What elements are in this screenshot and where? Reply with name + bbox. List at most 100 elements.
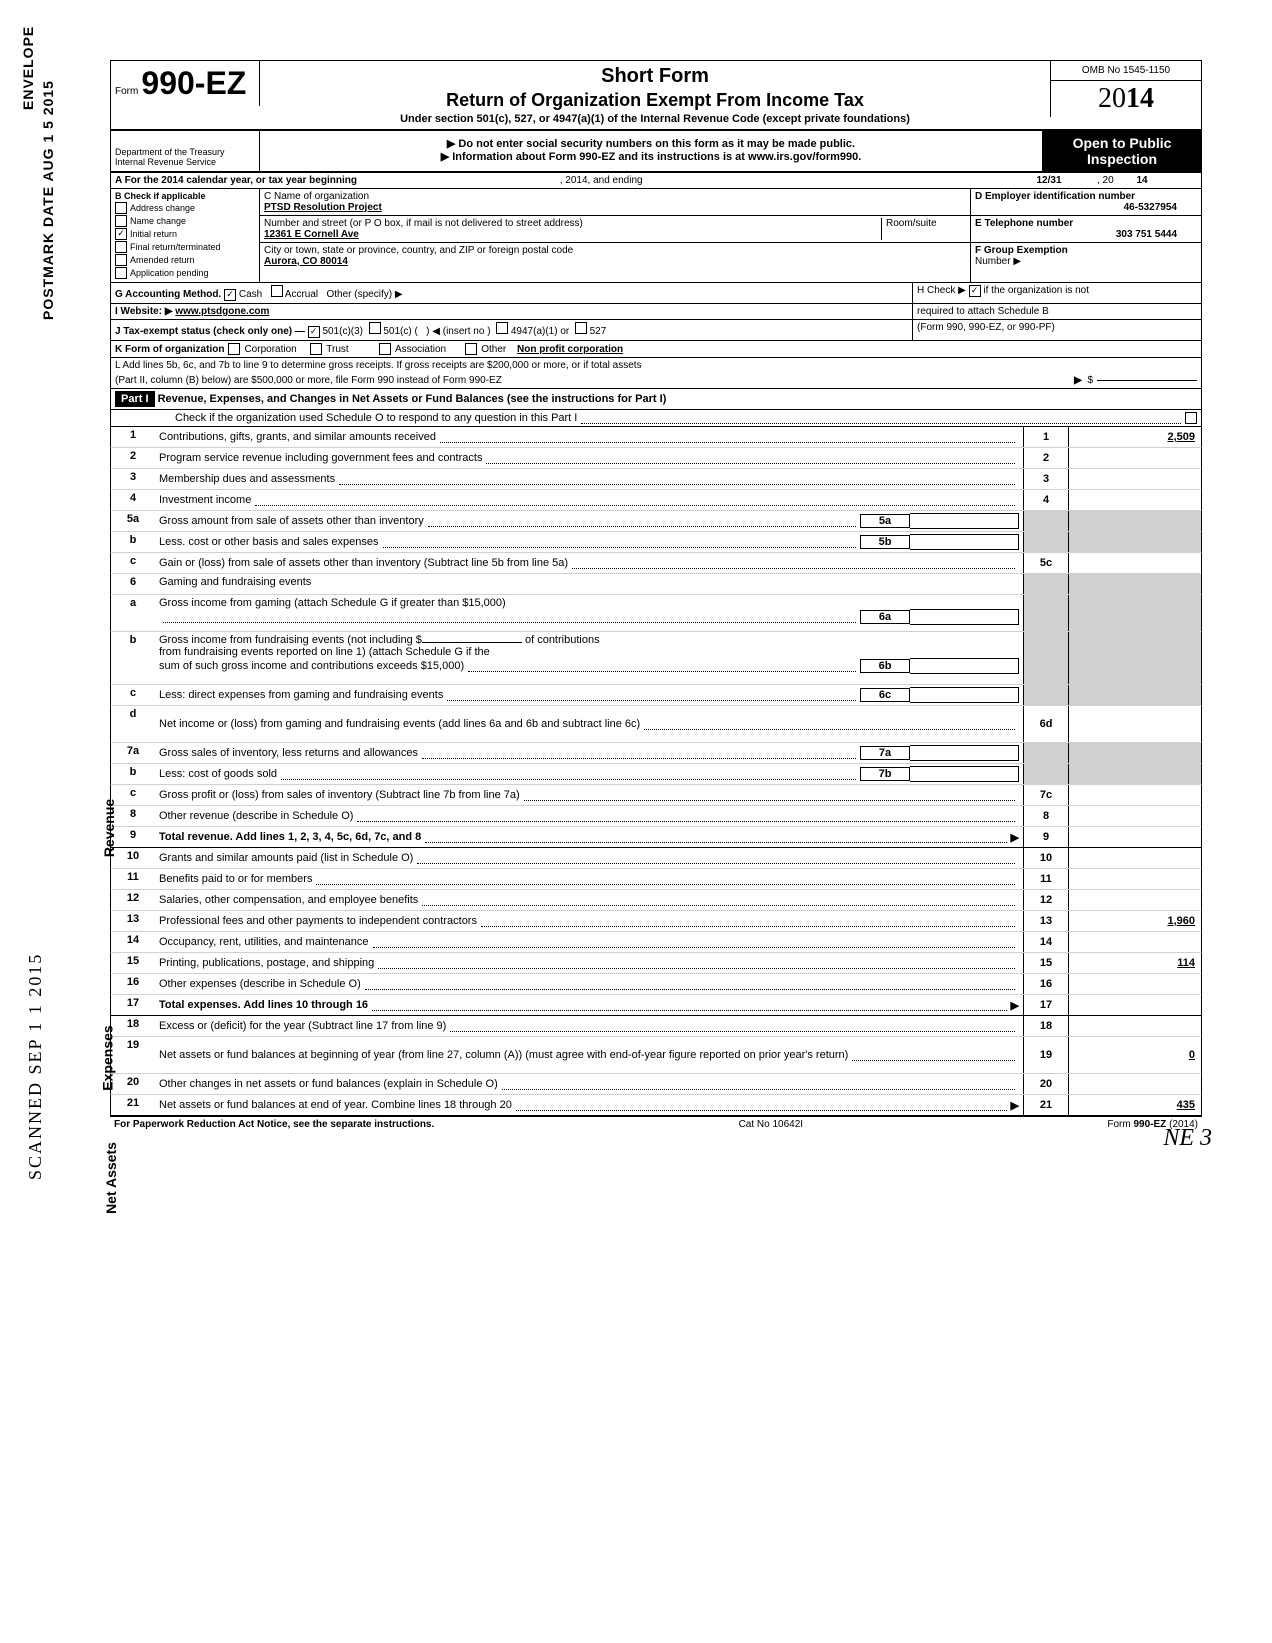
omb-number: OMB No 1545-1150: [1051, 61, 1201, 81]
line-amount: 1,960: [1068, 911, 1201, 931]
line-box-shaded: [1023, 743, 1068, 763]
line-amount-shaded: [1068, 632, 1201, 684]
line-desc: Membership dues and assessments: [155, 469, 1023, 489]
footer-middle: Cat No 10642I: [739, 1119, 804, 1130]
checkbox-icon[interactable]: [310, 343, 322, 355]
line-6a: a Gross income from gaming (attach Sched…: [110, 595, 1202, 632]
cb-name: Name change: [115, 215, 255, 227]
group-label: F Group Exemption: [975, 245, 1197, 256]
6b-line2: from fundraising events reported on line…: [159, 646, 1019, 658]
line-3: 3 Membership dues and assessments 3: [110, 469, 1202, 490]
line-num: 7a: [111, 743, 155, 763]
line-box: 10: [1023, 848, 1068, 868]
year-suffix: 14: [1126, 83, 1154, 114]
checkbox-icon[interactable]: [1185, 412, 1197, 424]
form-header-row2: Department of the Treasury Internal Reve…: [110, 131, 1202, 173]
line-desc: Less: direct expenses from gaming and fu…: [155, 685, 1023, 705]
city-label: City or town, state or province, country…: [264, 245, 966, 256]
k-corp: Corporation: [244, 344, 296, 355]
end-month: 12/31: [1005, 173, 1093, 188]
row-h: H Check ▶ ✓ if the organization is not: [912, 283, 1201, 303]
checkbox-icon[interactable]: [115, 254, 127, 266]
checkbox-icon[interactable]: [496, 322, 508, 334]
checkbox-icon[interactable]: [271, 285, 283, 297]
line-5a: 5a Gross amount from sale of assets othe…: [110, 511, 1202, 532]
checkbox-icon[interactable]: [115, 267, 127, 279]
line-11: 11 Benefits paid to or for members 11: [110, 869, 1202, 890]
org-city-row: City or town, state or province, country…: [260, 243, 970, 269]
i-label: I Website: ▶: [115, 306, 173, 317]
line-7c: c Gross profit or (loss) from sales of i…: [110, 785, 1202, 806]
line-13: 13 Professional fees and other payments …: [110, 911, 1202, 932]
line-amount: [1068, 806, 1201, 826]
dotted-leader: [581, 413, 1181, 424]
line-desc: Occupancy, rent, utilities, and maintena…: [155, 932, 1023, 952]
line-box: 7c: [1023, 785, 1068, 805]
inspection-box: Open to Public Inspection: [1042, 131, 1201, 171]
row-gh: G Accounting Method. ✓ Cash Accrual Othe…: [110, 283, 1202, 304]
tax-year: 2014: [1051, 81, 1201, 117]
h-text: H Check ▶: [917, 285, 966, 296]
checkbox-icon[interactable]: ✓: [308, 326, 320, 338]
cb-label: Initial return: [130, 229, 177, 239]
netassets-label: Net Assets: [103, 1142, 119, 1214]
checkbox-icon[interactable]: [465, 343, 477, 355]
6b-line1: Gross income from fundraising events (no…: [159, 634, 1019, 646]
line-num: b: [111, 764, 155, 784]
checkbox-icon[interactable]: ✓: [224, 289, 236, 301]
sub-amount: [910, 609, 1019, 625]
line-box: 18: [1023, 1016, 1068, 1036]
checkbox-icon[interactable]: ✓: [969, 285, 981, 297]
org-address: 12361 E Cornell Ave: [264, 229, 881, 240]
end-year-prefix: , 20: [1097, 175, 1114, 186]
line-8: 8 Other revenue (describe in Schedule O)…: [110, 806, 1202, 827]
line-6d: d Net income or (loss) from gaming and f…: [110, 706, 1202, 743]
line-box: 13: [1023, 911, 1068, 931]
checkbox-icon[interactable]: [228, 343, 240, 355]
checkbox-icon[interactable]: [575, 322, 587, 334]
l-text2: (Part II, column (B) below) are $500,000…: [115, 375, 502, 386]
6b-line3: sum of such gross income and contributio…: [159, 658, 1019, 674]
line-amount: [1068, 932, 1201, 952]
line-15: 15 Printing, publications, postage, and …: [110, 953, 1202, 974]
sub-amount: [910, 687, 1019, 703]
line-desc: Gain or (loss) from sale of assets other…: [155, 553, 1023, 573]
check-if-header: B Check if applicable: [115, 191, 255, 201]
line-desc: Gross income from fundraising events (no…: [155, 632, 1023, 684]
checkbox-icon[interactable]: [369, 322, 381, 334]
checkbox-icon[interactable]: [115, 215, 127, 227]
line-num: 15: [111, 953, 155, 973]
g-cash: Cash: [239, 289, 262, 300]
checkbox-icon[interactable]: [115, 202, 127, 214]
line-num: 3: [111, 469, 155, 489]
k-other: Other: [481, 344, 506, 355]
row-i-wrap: I Website: ▶ www.ptsdgone.com required t…: [110, 304, 1202, 320]
cb-pending: Application pending: [115, 267, 255, 279]
ein-label: D Employer identification number: [975, 191, 1197, 202]
line-num: 20: [111, 1074, 155, 1094]
address-label: Number and street (or P O box, if mail i…: [264, 218, 881, 229]
line-amount: [1068, 869, 1201, 889]
line-box: 8: [1023, 806, 1068, 826]
checkbox-icon[interactable]: ✓: [115, 228, 127, 240]
line-amount: [1068, 469, 1201, 489]
arrow-icon: ▶: [1074, 375, 1082, 386]
title-box: Short Form Return of Organization Exempt…: [260, 61, 1050, 129]
line-amount-shaded: [1068, 532, 1201, 552]
line-num: a: [111, 595, 155, 631]
line-num: 2: [111, 448, 155, 468]
checkbox-icon[interactable]: [379, 343, 391, 355]
line-amount: [1068, 974, 1201, 994]
line-amount: [1068, 1016, 1201, 1036]
line-desc: Net assets or fund balances at end of ye…: [155, 1095, 1023, 1115]
line-box-shaded: [1023, 595, 1068, 631]
line-box: 16: [1023, 974, 1068, 994]
row-i: I Website: ▶ www.ptsdgone.com: [111, 304, 912, 319]
line-num: 6: [111, 574, 155, 594]
line-box: 20: [1023, 1074, 1068, 1094]
line-12: 12 Salaries, other compensation, and emp…: [110, 890, 1202, 911]
line-num: c: [111, 553, 155, 573]
line-box-shaded: [1023, 532, 1068, 552]
checkbox-icon[interactable]: [115, 241, 127, 253]
form-number: 990-EZ: [141, 65, 246, 101]
